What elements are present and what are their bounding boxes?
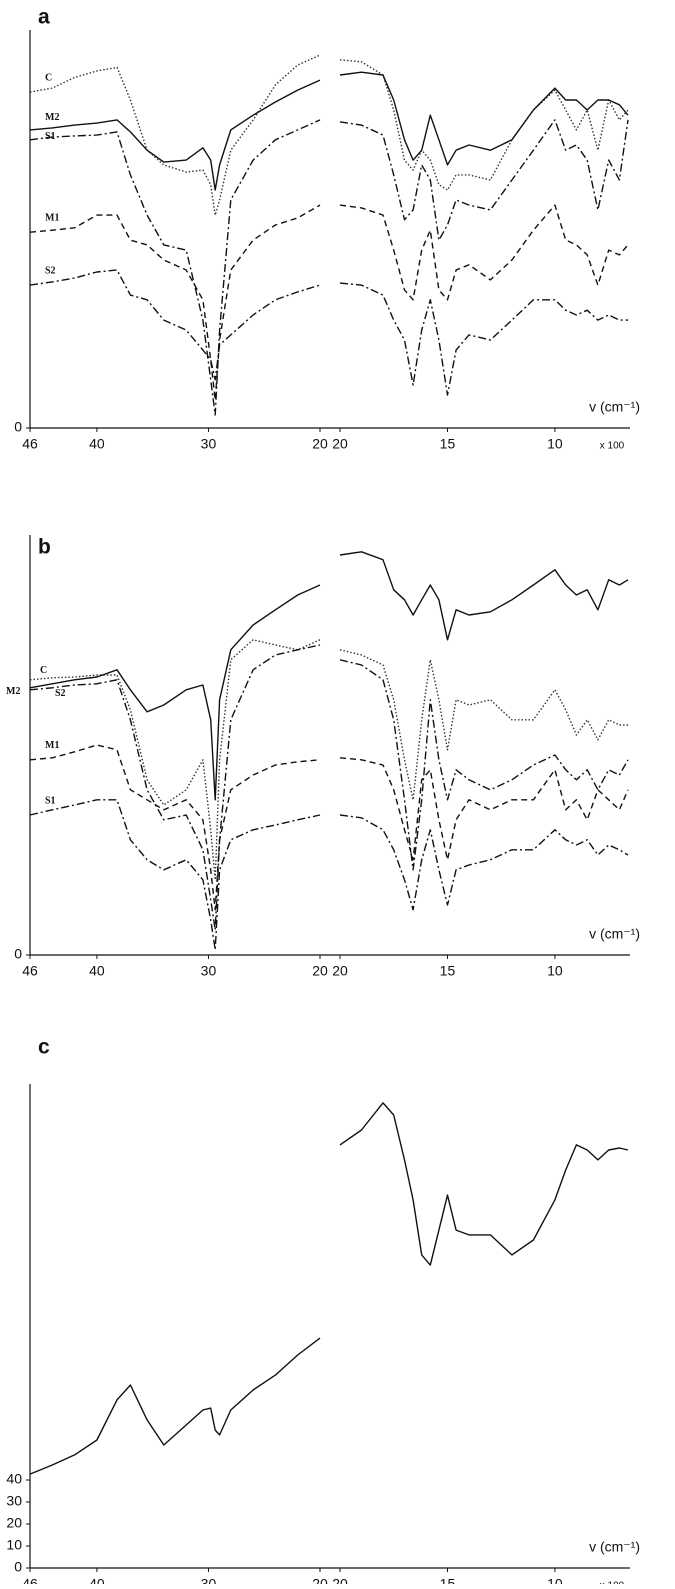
spectrum-line xyxy=(339,1102,629,1266)
x-tick-label: 30 xyxy=(201,436,217,452)
y-tick-label: 10 xyxy=(6,1537,22,1553)
x-tick-label: 46 xyxy=(22,963,38,979)
spectrum-line xyxy=(339,551,629,641)
x-tick-label: 30 xyxy=(201,963,217,979)
spectrum-line xyxy=(339,204,629,301)
spectrum-line xyxy=(29,799,321,951)
series-label: C xyxy=(45,72,52,83)
x-multiplier: x 100 xyxy=(600,441,625,452)
panel-label: a xyxy=(38,6,50,29)
x-tick-label: 20 xyxy=(312,1576,328,1584)
x-tick-label: 40 xyxy=(89,1576,105,1584)
y-tick-label: 20 xyxy=(6,1515,22,1531)
spectrum-line xyxy=(29,79,321,191)
series-label: S1 xyxy=(45,131,56,142)
x-tick-label: 30 xyxy=(201,1576,217,1584)
spectrum-line xyxy=(29,744,321,911)
x-tick-label: 10 xyxy=(547,436,563,452)
series-label: C xyxy=(40,665,47,676)
series-label: M1 xyxy=(45,212,59,223)
x-multiplier: x 100 xyxy=(600,1581,625,1584)
x-tick-label: 20 xyxy=(312,963,328,979)
series-label: M1 xyxy=(45,740,59,751)
x-tick-label: 40 xyxy=(89,963,105,979)
x-axis-label: v (cm⁻¹) xyxy=(589,399,640,415)
x-tick-label: 40 xyxy=(89,436,105,452)
spectrum-line xyxy=(29,1337,321,1475)
x-tick-label: 46 xyxy=(22,1576,38,1584)
y-tick-label: 0 xyxy=(14,419,22,435)
y-tick-label: 0 xyxy=(14,1559,22,1575)
x-axis-label: v (cm⁻¹) xyxy=(589,926,640,942)
spectrum-line xyxy=(339,59,629,191)
x-tick-label: 20 xyxy=(332,1576,348,1584)
spectrum-line xyxy=(29,584,321,801)
spectrum-line xyxy=(29,204,321,401)
spectrum-line xyxy=(339,282,628,396)
x-tick-label: 10 xyxy=(547,963,563,979)
x-tick-label: 46 xyxy=(22,436,38,452)
series-label: S2 xyxy=(45,265,56,276)
series-label: S2 xyxy=(55,688,66,699)
panel-label: c xyxy=(38,1036,50,1059)
y-tick-label: 30 xyxy=(6,1493,22,1509)
spectrum-line xyxy=(339,757,629,861)
series-label: M2 xyxy=(6,686,20,697)
x-tick-label: 15 xyxy=(440,1576,456,1584)
spectrum-line xyxy=(339,649,628,801)
spectrum-line xyxy=(29,54,321,216)
y-tick-label: 40 xyxy=(6,1471,22,1487)
spectrum-line xyxy=(29,639,321,881)
x-tick-label: 15 xyxy=(440,436,456,452)
x-axis-label: v (cm⁻¹) xyxy=(589,1539,640,1555)
x-tick-label: 20 xyxy=(332,963,348,979)
y-tick-label: 0 xyxy=(14,946,22,962)
x-tick-label: 20 xyxy=(332,436,348,452)
series-label: S1 xyxy=(45,795,56,806)
spectrum-line xyxy=(339,814,629,911)
spectrum-line xyxy=(29,269,321,381)
spectrum-line xyxy=(29,644,321,931)
spectrum-line xyxy=(29,119,321,416)
spectrum-line xyxy=(339,71,629,166)
series-label: M2 xyxy=(45,112,59,123)
x-tick-label: 20 xyxy=(312,436,328,452)
x-tick-label: 15 xyxy=(440,963,456,979)
spectrum-line xyxy=(339,659,629,871)
x-tick-label: 10 xyxy=(547,1576,563,1584)
panel-label: b xyxy=(38,536,51,559)
spectrum-line xyxy=(339,119,629,241)
